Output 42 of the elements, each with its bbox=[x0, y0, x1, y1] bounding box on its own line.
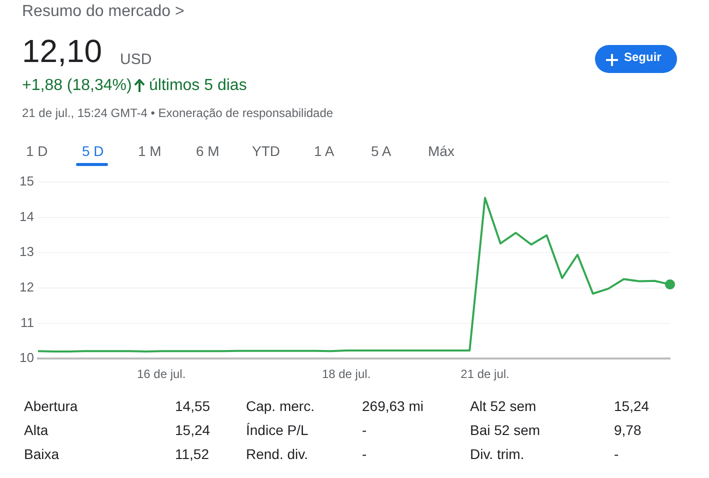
text: 5 D bbox=[82, 143, 104, 159]
y-tick-label: 15 bbox=[20, 174, 34, 189]
text: últimos 5 dias bbox=[149, 77, 247, 95]
text: - bbox=[362, 422, 367, 438]
text: Div. trim. bbox=[470, 446, 524, 462]
text: 15,24 bbox=[614, 398, 650, 414]
text: 269,63 mi bbox=[362, 398, 424, 414]
text: 11,52 bbox=[175, 446, 209, 462]
y-tick-label: 14 bbox=[20, 208, 34, 224]
text: 21 de jul., 15:24 GMT-4 • Exoneração de responsabilidade bbox=[22, 106, 334, 120]
text: 5 A bbox=[371, 143, 392, 159]
text: 15,24 bbox=[175, 422, 210, 438]
x-tick-label: 16 de jul. bbox=[136, 367, 186, 382]
text: Índice P/L bbox=[246, 422, 308, 438]
text: 14,55 bbox=[175, 398, 210, 414]
x-tick-label: 21 de jul. bbox=[460, 367, 510, 382]
text: 9,78 bbox=[614, 422, 642, 438]
text: Baixa bbox=[24, 446, 60, 462]
text: Alt 52 sem bbox=[470, 398, 536, 414]
text: Alta bbox=[24, 422, 48, 438]
text: Bai 52 sem bbox=[470, 422, 540, 438]
text: Cap. merc. bbox=[246, 398, 314, 414]
text: 1 A bbox=[314, 143, 334, 159]
y-tick-label: 12 bbox=[20, 280, 34, 295]
chart-title: Resumo do mercado > bbox=[22, 3, 184, 21]
text: 6 M bbox=[196, 143, 220, 159]
y-tick-label: 10 bbox=[20, 350, 34, 366]
text: Abertura bbox=[24, 398, 78, 414]
text: 1 M bbox=[138, 143, 162, 159]
text: Máx bbox=[428, 143, 454, 159]
text: - bbox=[362, 446, 367, 462]
text: 12,10 bbox=[22, 33, 102, 70]
text: Rend. div. bbox=[246, 446, 308, 462]
text: Seguir bbox=[624, 50, 662, 64]
text: USD bbox=[120, 51, 152, 68]
y-tick-label: 11 bbox=[20, 314, 34, 330]
text: - bbox=[614, 446, 619, 462]
text: 1 D bbox=[26, 143, 48, 159]
y-tick-label: 13 bbox=[20, 244, 34, 260]
x-tick-label: 18 de jul. bbox=[322, 367, 371, 382]
text: +1,88 (18,34%) bbox=[22, 77, 132, 95]
text: YTD bbox=[252, 143, 280, 159]
